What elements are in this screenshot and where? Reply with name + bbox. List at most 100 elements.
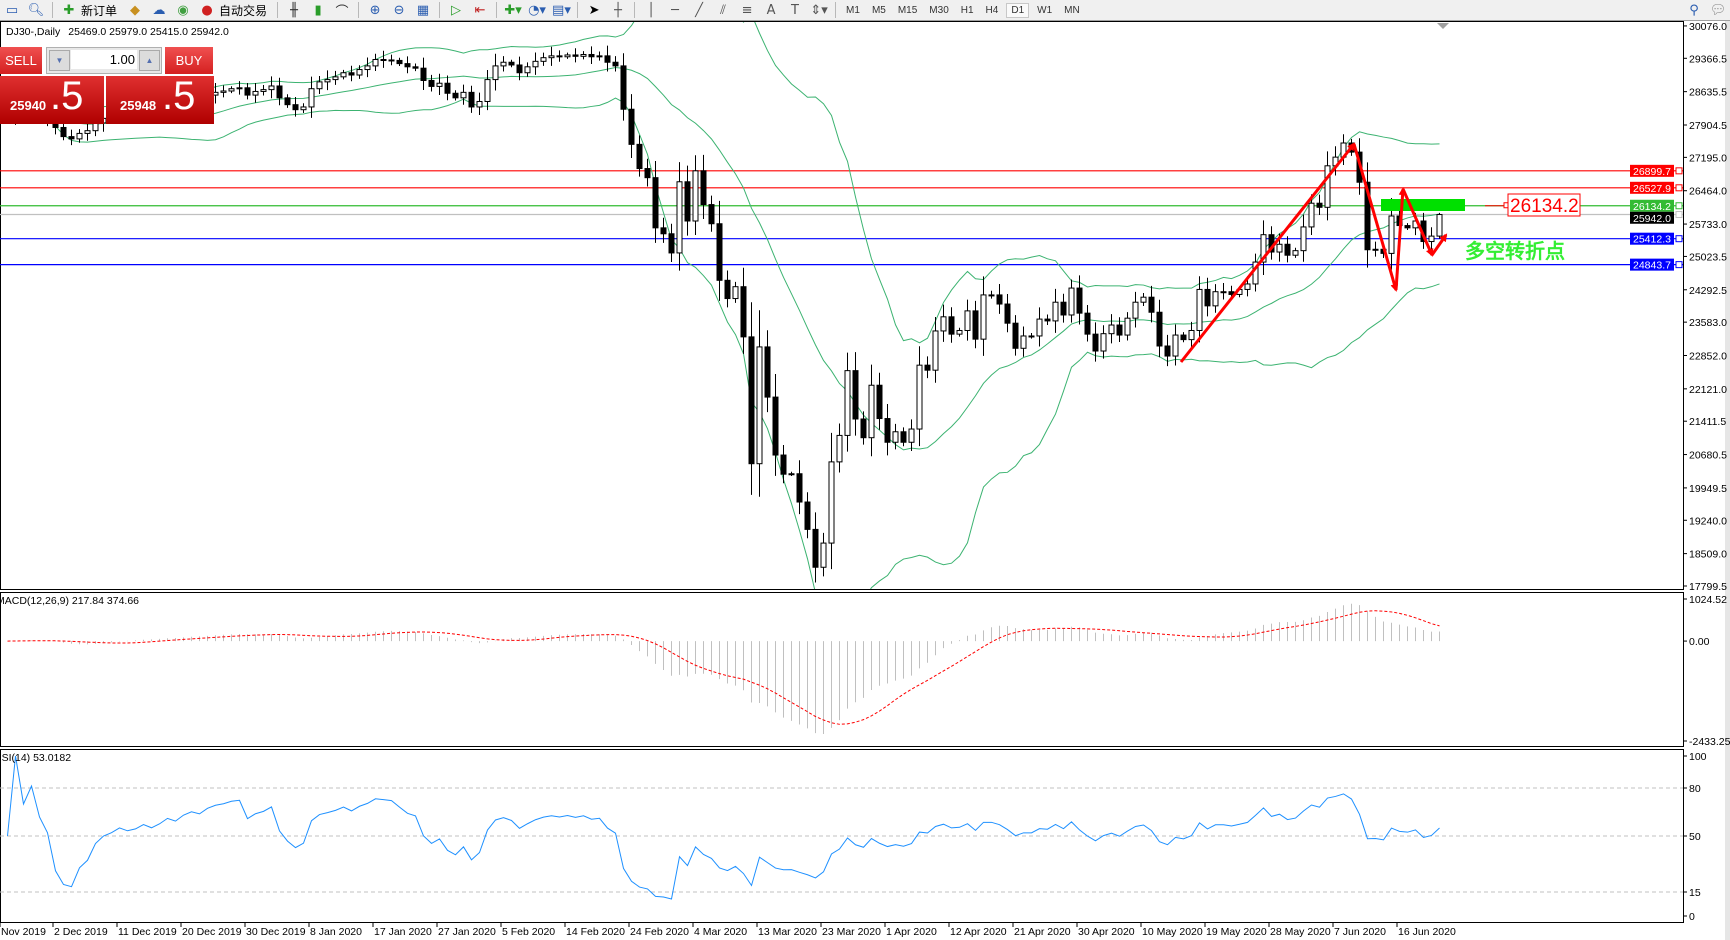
periods-icon[interactable]: ◔▾ [528, 2, 546, 18]
indicators-icon[interactable]: ✚▾ [504, 2, 522, 18]
sell-price-button[interactable]: 25940 .5 [0, 74, 104, 124]
timeframe-m1[interactable]: M1 [846, 4, 860, 16]
window-icon[interactable]: ▭ [5, 2, 19, 18]
bearish-candle [380, 59, 387, 62]
candlestick-icon[interactable]: ▮ [314, 2, 322, 18]
line-handle-icon [1675, 184, 1683, 192]
metaeditor-icon[interactable]: ◆ [130, 2, 141, 18]
text-icon[interactable]: A [766, 2, 776, 18]
chat-icon[interactable]: 💬︎ [1709, 2, 1727, 18]
date-label: 11 Dec 2019 [118, 926, 177, 938]
date-label: 17 Jan 2020 [374, 926, 432, 938]
macd-panel-frame [0, 592, 1684, 747]
bullish-candle [940, 316, 947, 332]
timeframe-w1[interactable]: W1 [1037, 4, 1053, 16]
bullish-candle [868, 384, 875, 439]
text-label-icon[interactable]: T [791, 2, 799, 18]
bearish-candle [740, 286, 747, 338]
date-label: 10 May 2020 [1142, 926, 1203, 938]
vertical-line-icon[interactable]: │ [647, 2, 655, 18]
bullish-candle [820, 542, 827, 568]
price-box [1507, 193, 1581, 217]
auto-trading-icon[interactable]: ● [201, 2, 213, 18]
buy-price-button[interactable]: 25948 .5 [106, 74, 214, 124]
bullish-candle [1172, 334, 1179, 357]
bearish-candle [292, 104, 299, 111]
separator [496, 2, 498, 18]
price-tick-label: 22852.0 [1689, 350, 1727, 362]
chart-shift-icon[interactable]: ⇤ [474, 2, 486, 18]
navigator-zoom-icon[interactable]: 🔍︎ [27, 2, 45, 18]
horizontal-line-icon[interactable]: ─ [671, 2, 679, 18]
rsi-tick-label: 50 [1689, 831, 1701, 843]
bullish-candle [548, 55, 555, 59]
price-tick-label: 26464.0 [1689, 186, 1727, 198]
bullish-candle [492, 65, 499, 81]
price-level-label-bg [1630, 258, 1674, 271]
cursor-icon[interactable]: ➤ [588, 2, 600, 18]
bullish-candle [260, 89, 267, 92]
bullish-candle [596, 55, 603, 58]
bullish-candle [1436, 214, 1443, 237]
bearish-candle [684, 181, 691, 222]
price-tick-label: 27904.5 [1689, 120, 1727, 132]
trend-arrow [1401, 188, 1434, 257]
bearish-candle [1204, 288, 1211, 307]
bullish-candle [332, 76, 339, 81]
bearish-candle [412, 66, 419, 69]
tile-windows-icon[interactable]: ▦ [416, 2, 430, 18]
sell-button[interactable]: SELL [0, 47, 42, 74]
separator [52, 2, 53, 18]
bullish-candle [1212, 291, 1219, 307]
bearish-candle [452, 92, 459, 99]
date-label: 5 Feb 2020 [502, 926, 555, 938]
line-chart-icon[interactable]: ⌒ [335, 4, 349, 20]
bar-chart-icon[interactable]: ╫ [290, 2, 298, 18]
bearish-candle [660, 227, 667, 235]
market-icon[interactable]: ◉ [177, 2, 189, 18]
fibonacci-icon[interactable]: ≡ [741, 2, 753, 18]
arrows-icon[interactable]: ⇕▾ [810, 2, 828, 18]
zoom-in-icon[interactable]: ⊕ [369, 2, 381, 18]
bullish-candle [436, 82, 443, 87]
timeframe-h4[interactable]: H4 [985, 4, 999, 16]
lot-decrease-button[interactable]: ▼ [49, 50, 70, 71]
bearish-candle [604, 55, 611, 63]
price-tick-label: 21411.5 [1689, 416, 1726, 428]
price-level-label: 24843.7 [1633, 260, 1671, 272]
search-icon[interactable]: ⚲ [1689, 2, 1699, 18]
bearish-candle [1004, 303, 1011, 324]
timeframe-m15[interactable]: M15 [897, 4, 918, 16]
trendline-icon[interactable]: ╱ [695, 2, 703, 18]
bearish-candle [348, 72, 355, 76]
timeframe-m5[interactable]: M5 [871, 4, 886, 16]
timeframe-m30[interactable]: M30 [929, 4, 949, 16]
bearish-candle [404, 63, 411, 68]
templates-icon[interactable]: ▤▾ [552, 2, 571, 18]
lot-size-input[interactable]: 1.00 [71, 50, 137, 69]
chart-shift-marker-icon[interactable] [1437, 23, 1449, 29]
date-label: 27 Jan 2020 [438, 926, 496, 938]
price-tick-label: 20680.5 [1689, 450, 1727, 462]
buy-price-main: 25948 [120, 98, 157, 113]
auto-scroll-icon[interactable]: ▷ [451, 2, 462, 18]
crosshair-icon[interactable]: ┼ [614, 2, 622, 18]
bearish-candle [876, 384, 883, 420]
bearish-candle [804, 501, 811, 530]
buy-button[interactable]: BUY [165, 47, 213, 74]
new-order-button[interactable]: 新订单 [81, 3, 118, 18]
signals-icon[interactable]: ☁ [152, 2, 166, 18]
price-level-label: 25942.0 [1633, 213, 1671, 225]
lot-increase-button[interactable]: ▲ [139, 50, 160, 71]
macd-tick-label: -2433.25 [1689, 736, 1730, 748]
auto-trading-button[interactable]: 自动交易 [219, 3, 268, 18]
zoom-out-icon[interactable]: ⊖ [393, 2, 405, 18]
timeframe-mn[interactable]: MN [1064, 4, 1080, 16]
timeframe-h1[interactable]: H1 [960, 4, 974, 16]
equidistant-channel-icon[interactable]: ⫽ [720, 2, 726, 18]
bullish-candle [308, 88, 315, 108]
bollinger-upper-band [7, 22, 1440, 344]
new-order-icon[interactable]: ✚ [63, 2, 75, 18]
timeframe-d1[interactable]: D1 [1006, 2, 1030, 18]
